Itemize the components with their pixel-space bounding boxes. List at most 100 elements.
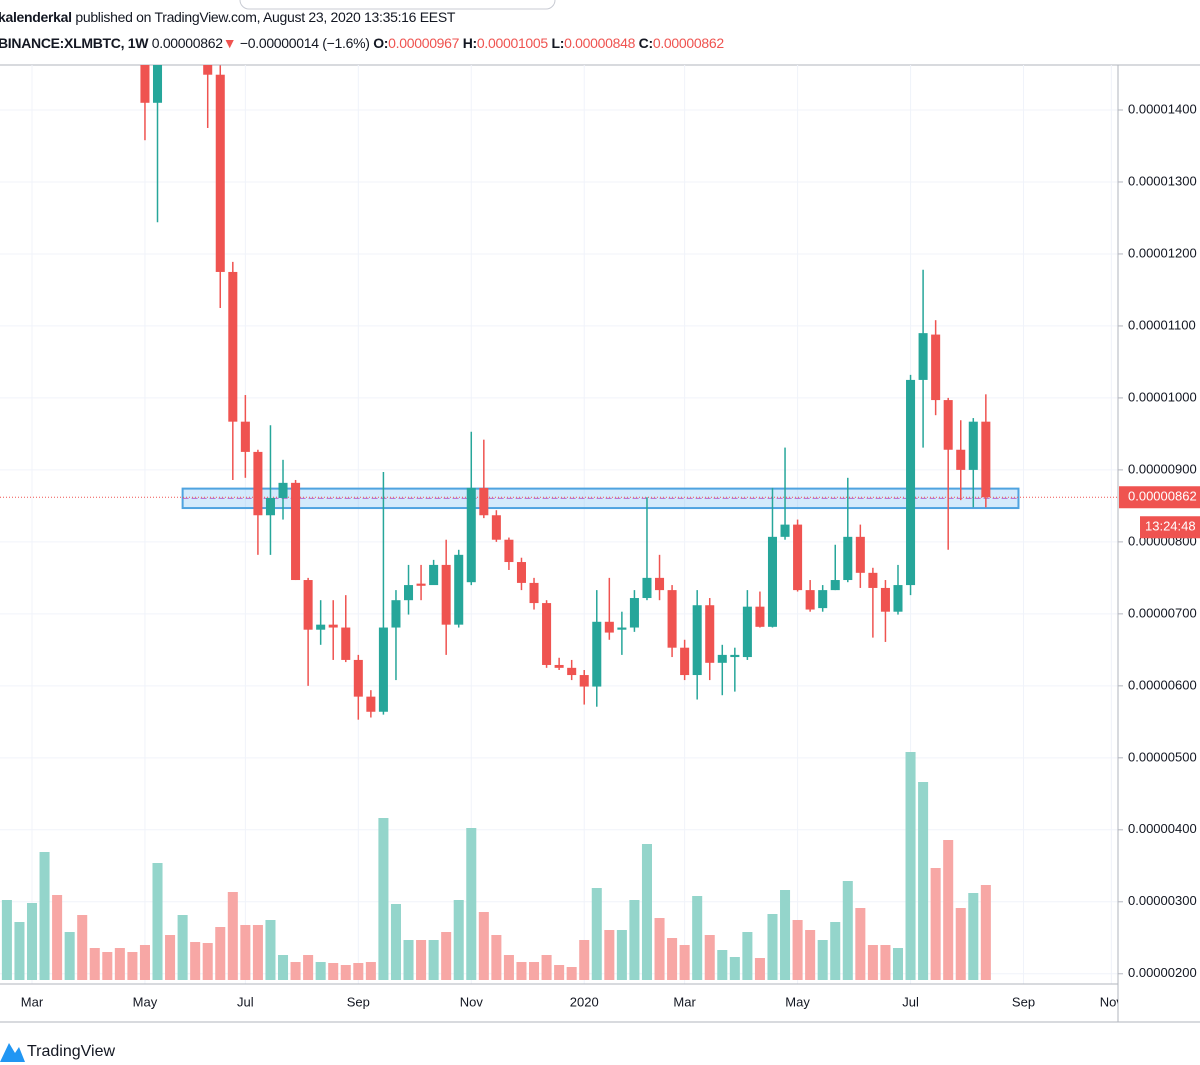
- candle-body: [240, 421, 250, 452]
- volume-bar: [240, 925, 251, 980]
- volume-bar: [867, 945, 878, 980]
- volume-bar: [215, 927, 226, 980]
- candle-body: [479, 487, 489, 516]
- volume-bar: [579, 940, 590, 980]
- volume-bar: [89, 948, 100, 980]
- volume-bar: [667, 938, 678, 980]
- candle-body: [391, 600, 401, 628]
- candle-body: [265, 497, 275, 516]
- volume-bar: [52, 895, 63, 980]
- volume-bar: [842, 881, 853, 980]
- candle-body: [466, 487, 476, 583]
- candle-body: [692, 605, 702, 676]
- last-price-box: [1119, 486, 1200, 509]
- candle-body: [341, 627, 351, 660]
- candle-body: [968, 421, 978, 470]
- candle-body: [152, 65, 163, 103]
- candle-body: [642, 577, 652, 599]
- candle-body: [567, 667, 577, 676]
- candle-body: [818, 590, 828, 609]
- volume-bar: [353, 963, 364, 980]
- volume-bar: [152, 863, 163, 980]
- candle-body: [542, 603, 552, 665]
- symbol: BINANCE:XLMBTC, 1W: [0, 35, 149, 51]
- candle-body: [793, 524, 803, 591]
- volume-bar: [1, 900, 12, 980]
- volume-bar: [227, 892, 238, 980]
- candle-body: [454, 554, 464, 625]
- candle-body: [554, 664, 564, 668]
- volume-bar: [554, 965, 565, 980]
- volume-bar: [805, 930, 816, 980]
- countdown: 13:24:48: [1145, 519, 1196, 534]
- volume-bar: [616, 930, 627, 980]
- volume-bar: [604, 930, 615, 980]
- candle-body: [918, 333, 928, 380]
- candle-body: [956, 449, 966, 470]
- volume-bar: [177, 915, 188, 980]
- ohlc-key: L:: [551, 35, 565, 51]
- candle-body: [529, 582, 539, 604]
- volume-bar: [817, 940, 828, 980]
- volume-bar: [742, 932, 753, 980]
- candle-body: [316, 624, 326, 630]
- volume-bar: [855, 908, 866, 980]
- volume-bar: [930, 868, 941, 980]
- candle-body: [328, 624, 338, 628]
- volume-bar: [918, 782, 929, 980]
- candle-body: [805, 590, 815, 610]
- volume-bar: [265, 920, 276, 980]
- candle-body: [579, 675, 589, 687]
- y-tick-label: 0.00000400: [1128, 821, 1197, 836]
- candle-body: [667, 590, 677, 648]
- volume-bar: [165, 935, 176, 980]
- volume-bar: [127, 952, 138, 980]
- y-tick-label: 0.00000500: [1128, 749, 1197, 764]
- volume-bar: [14, 922, 25, 980]
- candle-body: [592, 621, 602, 687]
- y-tick-label: 0.00000900: [1128, 461, 1197, 476]
- candle-body: [780, 524, 790, 537]
- volume-bar: [591, 888, 602, 980]
- candle-body: [730, 654, 740, 658]
- volume: [1, 752, 991, 980]
- x-ticks: Mar May Jul Sep Nov 2020 Mar May Jul Sep Nov: [21, 994, 1118, 1009]
- volume-bar: [516, 962, 527, 980]
- volume-bar: [880, 945, 891, 980]
- candle-body: [353, 659, 363, 697]
- volume-bar: [654, 918, 665, 980]
- candle-body: [981, 421, 991, 498]
- y-tick-label: 0.00000600: [1128, 677, 1197, 692]
- volume-bar: [729, 957, 740, 980]
- arrow: ▼: [222, 35, 237, 51]
- volume-bar: [692, 896, 703, 980]
- countdown-box: [1140, 516, 1200, 539]
- volume-bar: [365, 962, 376, 980]
- top-widget: [239, 0, 556, 10]
- last: 0.00000862: [151, 35, 223, 51]
- volume-bar: [980, 885, 991, 980]
- volume-bar: [340, 965, 351, 980]
- volume-bar: [780, 890, 791, 980]
- candle-body: [830, 580, 840, 591]
- candle-body: [228, 271, 238, 422]
- logo-icon: [0, 1043, 25, 1062]
- candle-body: [429, 564, 439, 586]
- volume-bar: [629, 900, 640, 980]
- volume-bar: [830, 922, 841, 980]
- volume-bar: [478, 912, 489, 980]
- volume-bar: [390, 904, 401, 980]
- volume-bar: [792, 920, 803, 980]
- brand: TradingView: [27, 1043, 115, 1060]
- last-price-label: 0.00000862: [1128, 489, 1197, 504]
- x-tick-label: May: [785, 994, 810, 1009]
- y-tick-label: 0.00000200: [1128, 965, 1197, 980]
- candle-body: [931, 334, 941, 401]
- ohlc-key: H:: [462, 35, 477, 51]
- volume-bar: [428, 940, 439, 980]
- x-tick-label: 2020: [570, 994, 599, 1009]
- ohlc-value: 0.00000862: [652, 35, 724, 51]
- volume-bar: [416, 940, 427, 980]
- volume-bar: [315, 962, 326, 980]
